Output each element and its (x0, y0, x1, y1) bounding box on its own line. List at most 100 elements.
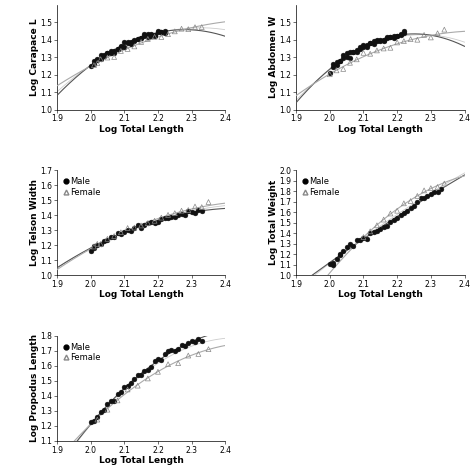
Point (100, 51, 108, 59)
Point (161, 29, 168, 36)
Point (104, 54, 111, 61)
Point (181, 211, 189, 219)
Point (124, 386, 131, 393)
Point (117, 42, 125, 50)
Point (151, 33, 158, 41)
Point (397, 30, 404, 37)
Point (114, 45, 121, 53)
Point (147, 363, 155, 371)
Point (171, 347, 179, 355)
Point (104, 400, 111, 408)
Point (387, 219, 394, 226)
Point (390, 35, 398, 42)
Point (87, 418, 94, 426)
Point (329, 261, 337, 268)
Point (380, 223, 387, 231)
Point (164, 360, 172, 368)
Point (360, 41, 367, 49)
Point (366, 229, 374, 237)
Point (336, 252, 344, 259)
Point (157, 214, 165, 221)
Point (178, 25, 185, 33)
Point (407, 204, 414, 211)
Point (134, 35, 142, 43)
Point (104, 406, 111, 413)
Point (420, 194, 428, 202)
Point (117, 228, 125, 236)
Point (110, 53, 118, 61)
Point (356, 45, 364, 53)
Point (393, 207, 401, 215)
Point (336, 57, 344, 64)
Point (339, 247, 347, 255)
Point (144, 219, 152, 227)
Point (97, 51, 104, 59)
Point (164, 211, 172, 219)
Point (168, 346, 175, 354)
Point (120, 383, 128, 391)
Point (141, 30, 148, 38)
Y-axis label: Log Carapace L: Log Carapace L (30, 18, 38, 96)
Point (373, 37, 381, 45)
Point (137, 34, 145, 42)
Point (93, 55, 101, 63)
Point (427, 34, 435, 41)
Point (413, 199, 421, 206)
Point (370, 37, 377, 45)
Point (184, 26, 192, 33)
Point (130, 36, 138, 44)
Point (434, 29, 441, 37)
Point (343, 243, 350, 251)
Point (440, 26, 448, 34)
Point (400, 29, 408, 37)
Point (90, 60, 98, 68)
Point (178, 341, 185, 349)
Point (107, 49, 115, 56)
Point (380, 216, 387, 223)
Point (137, 371, 145, 379)
Point (117, 43, 125, 51)
Y-axis label: Log Total Weight: Log Total Weight (269, 180, 278, 265)
Point (387, 44, 394, 52)
Point (370, 228, 377, 236)
Point (390, 33, 398, 40)
Point (366, 39, 374, 46)
Point (343, 53, 350, 60)
Point (104, 237, 111, 244)
Point (90, 58, 98, 65)
Point (397, 31, 404, 39)
Point (333, 255, 340, 263)
Point (360, 235, 367, 242)
Point (100, 52, 108, 60)
Point (349, 48, 357, 55)
Point (387, 34, 394, 41)
Point (326, 260, 334, 268)
Point (420, 31, 428, 39)
Point (90, 61, 98, 69)
Point (151, 33, 158, 40)
X-axis label: Log Total Length: Log Total Length (99, 125, 183, 134)
Point (120, 228, 128, 236)
Point (339, 52, 347, 59)
Point (188, 208, 195, 216)
Point (424, 192, 431, 200)
Point (205, 346, 212, 353)
Point (93, 413, 101, 420)
Point (376, 37, 384, 45)
Point (110, 233, 118, 241)
Point (366, 50, 374, 57)
Point (336, 250, 344, 257)
Point (130, 375, 138, 383)
Point (154, 219, 162, 226)
Y-axis label: Log Abdomen W: Log Abdomen W (269, 16, 278, 98)
Point (90, 245, 98, 252)
Point (157, 28, 165, 36)
Point (137, 222, 145, 229)
Point (93, 241, 101, 249)
Point (144, 374, 152, 382)
Point (161, 215, 168, 222)
Point (205, 198, 212, 206)
Point (157, 215, 165, 223)
Point (184, 339, 192, 347)
Point (329, 260, 337, 267)
